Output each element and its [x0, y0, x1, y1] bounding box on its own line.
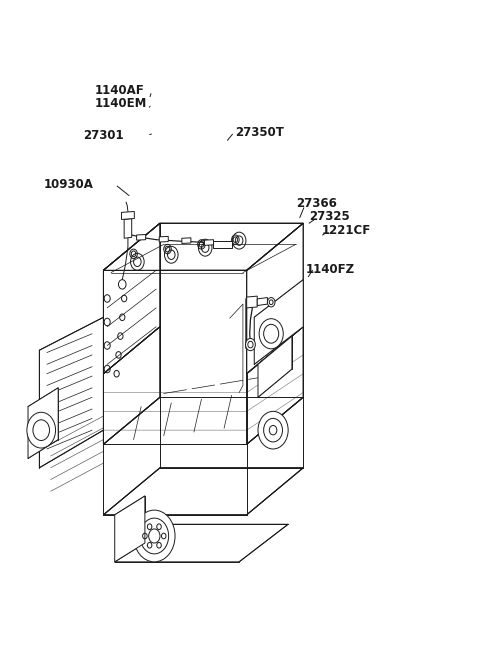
Polygon shape: [182, 238, 191, 243]
Text: 1221CF: 1221CF: [322, 224, 372, 237]
Polygon shape: [39, 318, 103, 468]
Polygon shape: [247, 327, 303, 444]
Ellipse shape: [133, 510, 175, 562]
Ellipse shape: [119, 279, 126, 289]
Ellipse shape: [246, 338, 255, 351]
Polygon shape: [124, 218, 132, 238]
Polygon shape: [247, 223, 303, 374]
Ellipse shape: [27, 412, 56, 448]
Polygon shape: [257, 298, 267, 306]
Ellipse shape: [258, 411, 288, 449]
Text: 1140EM: 1140EM: [95, 98, 147, 110]
Text: 1140AF: 1140AF: [95, 85, 144, 97]
Polygon shape: [103, 223, 160, 374]
Polygon shape: [103, 468, 303, 515]
Polygon shape: [103, 223, 303, 270]
Polygon shape: [28, 388, 58, 459]
Text: 27325: 27325: [309, 211, 350, 224]
Polygon shape: [247, 296, 257, 308]
Ellipse shape: [259, 319, 283, 349]
Ellipse shape: [267, 298, 275, 307]
Polygon shape: [115, 496, 145, 562]
Polygon shape: [204, 239, 214, 245]
Polygon shape: [213, 241, 232, 248]
Text: 1140FZ: 1140FZ: [305, 262, 355, 276]
Polygon shape: [115, 524, 288, 562]
Text: 27366: 27366: [296, 197, 337, 211]
Polygon shape: [103, 327, 160, 444]
Polygon shape: [137, 234, 145, 240]
Text: 27350T: 27350T: [235, 125, 284, 138]
Polygon shape: [159, 236, 168, 242]
Polygon shape: [254, 279, 303, 364]
Text: 10930A: 10930A: [43, 178, 93, 191]
Polygon shape: [258, 336, 292, 398]
Text: 27301: 27301: [84, 129, 124, 142]
Polygon shape: [121, 211, 134, 220]
